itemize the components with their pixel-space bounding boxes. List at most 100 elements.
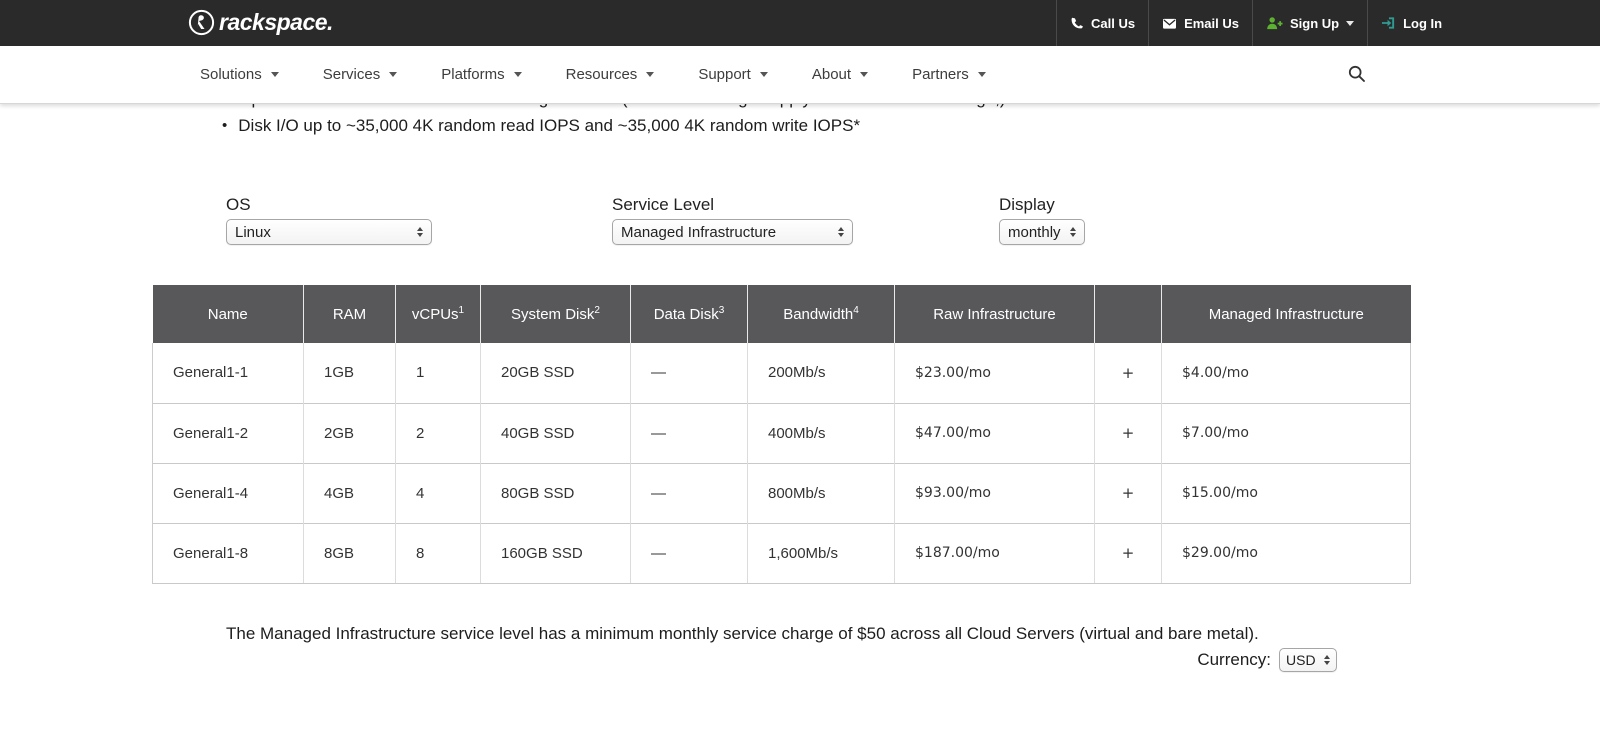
cell-system-disk: 40GB SSD (480, 402, 631, 463)
cell-data-disk: — (630, 522, 748, 584)
cell-managed-price: $15.00/mo (1161, 462, 1411, 523)
nav-item-resources[interactable]: Resources (566, 66, 655, 83)
currency-select-value: USD (1286, 652, 1316, 668)
nav-item-about[interactable]: About (812, 66, 869, 83)
nav-item-support[interactable]: Support (698, 66, 768, 83)
bullet-item-disk-io: • Disk I/O up to ~35,000 4K random read … (222, 112, 1006, 139)
sign-up-button[interactable]: Sign Up (1252, 0, 1367, 46)
user-add-icon (1266, 16, 1283, 30)
os-label: OS (226, 195, 251, 214)
cell-data-disk: — (630, 343, 748, 403)
cell-name: General1-8 (152, 522, 304, 584)
os-select-value: Linux (235, 223, 271, 241)
cell-raw-price: $93.00/mo (894, 462, 1095, 523)
chevron-down-icon (646, 72, 655, 77)
nav-item-services[interactable]: Services (323, 66, 398, 83)
top-utility-bar: rackspace. Call Us Email Us (0, 0, 1600, 46)
email-us-button[interactable]: Email Us (1148, 0, 1252, 46)
pricing-table: Name RAM vCPUs1 System Disk2 Data Disk3 … (152, 285, 1411, 584)
col-header-managed-infrastructure: Managed Infrastructure (1161, 285, 1411, 343)
cell-bandwidth: 200Mb/s (747, 343, 895, 403)
cell-name: General1-2 (152, 402, 304, 463)
col-header-system-disk: System Disk2 (480, 285, 631, 343)
chevron-down-icon (1346, 20, 1355, 26)
cell-bandwidth: 400Mb/s (747, 402, 895, 463)
col-header-name: Name (152, 285, 304, 343)
col-header-bandwidth: Bandwidth4 (747, 285, 895, 343)
chevron-down-icon (513, 72, 522, 77)
cell-vcpus: 2 (395, 402, 481, 463)
chevron-down-icon (977, 72, 986, 77)
currency-select[interactable]: USD (1279, 648, 1337, 672)
table-header-row: Name RAM vCPUs1 System Disk2 Data Disk3 … (152, 285, 1411, 343)
service-level-label: Service Level (612, 195, 715, 214)
plus-sign: + (1094, 522, 1162, 584)
select-spinner-icon (838, 227, 844, 237)
plus-sign: + (1094, 462, 1162, 523)
cell-data-disk: — (630, 402, 748, 463)
currency-row: Currency: USD (1197, 648, 1337, 672)
login-icon (1381, 16, 1396, 30)
bullet-text-disk-io: Disk I/O up to ~35,000 4K random read IO… (238, 116, 861, 135)
nav-item-partners[interactable]: Partners (912, 66, 986, 83)
select-spinner-icon (417, 227, 423, 237)
cell-ram: 2GB (303, 402, 396, 463)
nav-item-platforms[interactable]: Platforms (441, 66, 522, 83)
col-header-data-disk: Data Disk3 (630, 285, 748, 343)
cell-vcpus: 8 (395, 522, 481, 584)
col-header-vcpus: vCPUs1 (395, 285, 481, 343)
cell-bandwidth: 800Mb/s (747, 462, 895, 523)
cell-ram: 4GB (303, 462, 396, 523)
search-icon[interactable] (1347, 64, 1367, 84)
table-row: General1-1 1GB 1 20GB SSD — 200Mb/s $23.… (152, 343, 1411, 403)
plus-sign: + (1094, 343, 1162, 403)
cell-ram: 8GB (303, 522, 396, 584)
chevron-down-icon (759, 72, 768, 77)
cell-name: General1-1 (152, 343, 304, 403)
cell-system-disk: 160GB SSD (480, 522, 631, 584)
cell-raw-price: $187.00/mo (894, 522, 1095, 584)
plus-sign: + (1094, 402, 1162, 463)
cell-ram: 1GB (303, 343, 396, 403)
cell-vcpus: 4 (395, 462, 481, 523)
cell-system-disk: 20GB SSD (480, 343, 631, 403)
cell-managed-price: $29.00/mo (1161, 522, 1411, 584)
chevron-down-icon (270, 72, 279, 77)
os-select[interactable]: Linux (226, 219, 432, 245)
display-select[interactable]: monthly (999, 219, 1085, 245)
cell-name: General1-4 (152, 462, 304, 523)
table-row: General1-2 2GB 2 40GB SSD — 400Mb/s $47.… (152, 402, 1411, 463)
log-in-button[interactable]: Log In (1367, 0, 1472, 46)
email-icon (1162, 17, 1177, 30)
select-spinner-icon (1070, 227, 1076, 237)
nav-item-solutions[interactable]: Solutions (200, 66, 279, 83)
col-header-raw-infrastructure: Raw Infrastructure (894, 285, 1095, 343)
service-charge-note: The Managed Infrastructure service level… (226, 624, 1259, 643)
rackspace-logo[interactable]: rackspace. (188, 9, 333, 36)
table-row: General1-8 8GB 8 160GB SSD — 1,600Mb/s $… (152, 522, 1411, 584)
col-header-ram: RAM (303, 285, 396, 343)
display-select-value: monthly (1008, 223, 1061, 241)
cell-data-disk: — (630, 462, 748, 523)
phone-icon (1070, 16, 1084, 30)
cell-raw-price: $47.00/mo (894, 402, 1095, 463)
cell-managed-price: $4.00/mo (1161, 343, 1411, 403)
cell-bandwidth: 1,600Mb/s (747, 522, 895, 584)
cell-system-disk: 80GB SSD (480, 462, 631, 523)
bullet-dot: • (222, 117, 228, 134)
cell-vcpus: 1 (395, 343, 481, 403)
col-header-plus (1094, 285, 1162, 343)
main-navbar: Solutions Services Platforms Resources S… (0, 46, 1600, 104)
chevron-down-icon (860, 72, 869, 77)
chevron-down-icon (389, 72, 398, 77)
service-level-select[interactable]: Managed Infrastructure (612, 219, 853, 245)
currency-label: Currency: (1197, 650, 1271, 669)
display-label: Display (999, 195, 1055, 214)
service-level-select-value: Managed Infrastructure (621, 223, 777, 241)
cell-managed-price: $7.00/mo (1161, 402, 1411, 463)
cell-raw-price: $23.00/mo (894, 343, 1095, 403)
table-row: General1-4 4GB 4 80GB SSD — 800Mb/s $93.… (152, 462, 1411, 523)
call-us-button[interactable]: Call Us (1056, 0, 1148, 46)
select-spinner-icon (1324, 655, 1330, 665)
